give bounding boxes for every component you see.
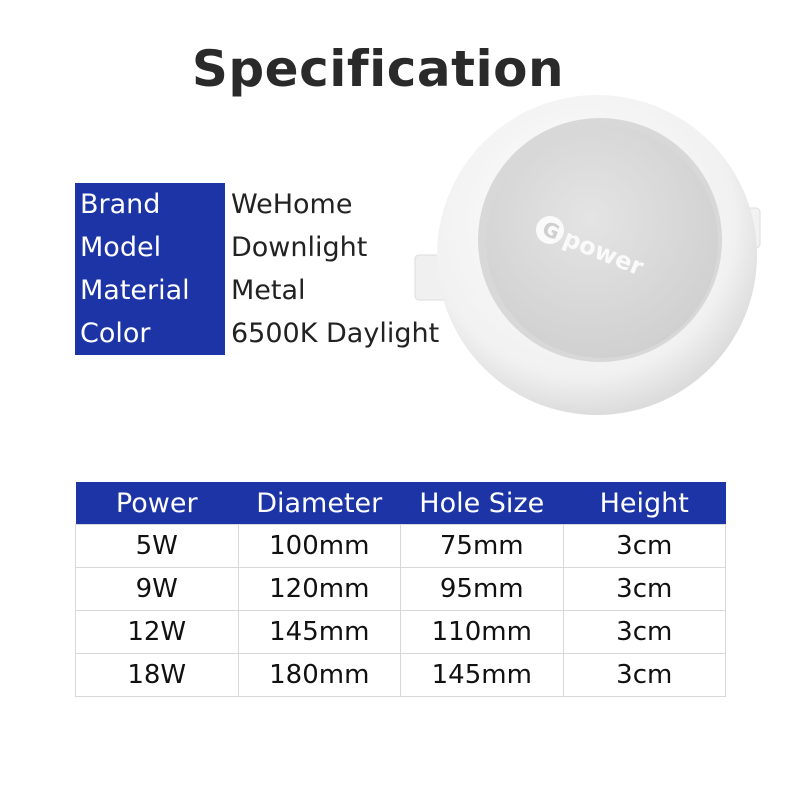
spec-label: Model [75,226,225,269]
spec-value: WeHome [231,189,353,220]
table-row: 18W 180mm 145mm 3cm [75,653,726,697]
cell: 9W [75,567,239,611]
cell: 3cm [562,653,726,697]
spec-list: Brand WeHome Model Downlight Material Me… [75,183,439,355]
downlight-product-image: G power [414,95,761,415]
spec-label: Color [75,312,225,355]
cell: 145mm [400,653,564,697]
table-header-row: Power Diameter Hole Size Height [75,482,726,525]
spec-row-brand: Brand WeHome [75,183,439,226]
header-power: Power [75,482,238,525]
spec-value: 6500K Daylight [231,318,440,349]
header-diameter: Diameter [238,482,401,525]
spec-row-model: Model Downlight [75,226,439,269]
spec-label: Material [75,269,225,312]
table-row: 12W 145mm 110mm 3cm [75,610,726,654]
spec-label: Brand [75,183,225,226]
header-height: Height [563,482,726,525]
cell: 3cm [562,524,726,568]
cell: 3cm [562,610,726,654]
cell: 75mm [400,524,564,568]
cell: 5W [75,524,239,568]
cell: 145mm [237,610,401,654]
cell: 12W [75,610,239,654]
cell: 110mm [400,610,564,654]
table-row: 9W 120mm 95mm 3cm [75,567,726,611]
spec-row-material: Material Metal [75,269,439,312]
size-table: Power Diameter Hole Size Height 5W 100mm… [75,482,726,697]
cell: 120mm [237,567,401,611]
page-title: Specification [191,40,565,98]
cell: 3cm [562,567,726,611]
cell: 18W [75,653,239,697]
spec-value: Metal [231,275,306,306]
table-row: 5W 100mm 75mm 3cm [75,524,726,568]
spec-value: Downlight [231,232,368,263]
cell: 100mm [237,524,401,568]
cell: 180mm [237,653,401,697]
header-hole-size: Hole Size [400,482,563,525]
spec-row-color: Color 6500K Daylight [75,312,439,355]
cell: 95mm [400,567,564,611]
